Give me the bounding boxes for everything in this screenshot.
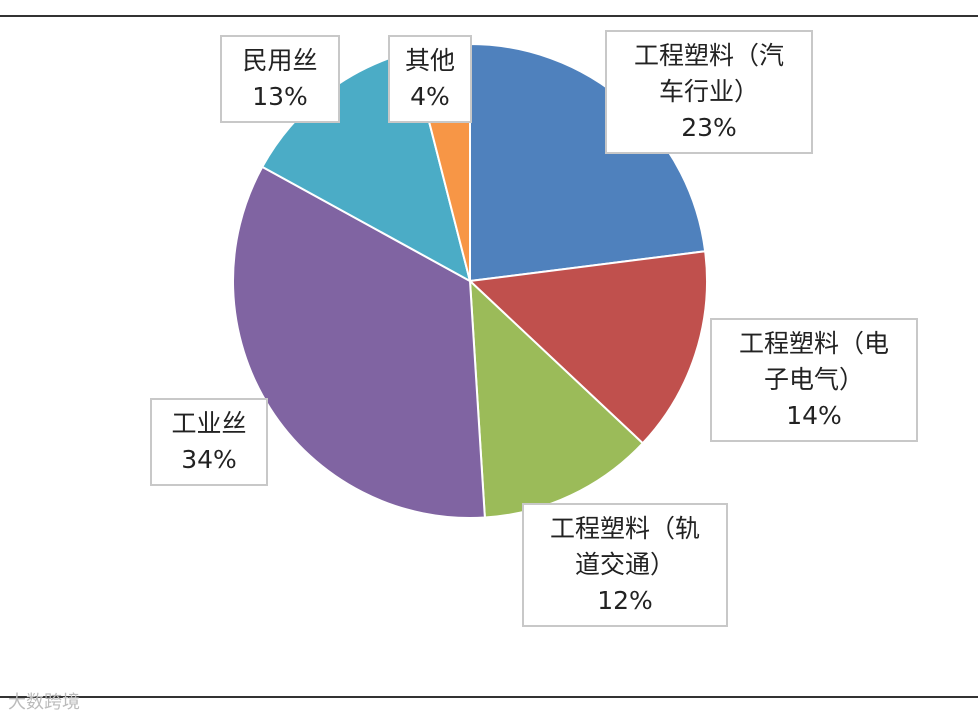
category-label: 工程塑料（轨道交通） (549, 514, 700, 579)
data-label: 其他 4% (388, 35, 472, 123)
data-label: 民用丝 13% (220, 35, 340, 123)
category-label: 工程塑料（电子电气） (738, 329, 889, 394)
value-label: 12% (597, 586, 653, 615)
pie-slice (468, 278, 645, 519)
category-label: 其他 (404, 46, 455, 75)
category-label: 工业丝 (171, 409, 247, 438)
data-label: 工程塑料（电子电气） 14% (710, 318, 918, 442)
data-label: 工程塑料（汽车行业） 23% (605, 30, 813, 154)
category-label: 工程塑料（汽车行业） (633, 41, 784, 106)
data-label: 工业丝 34% (150, 398, 268, 486)
value-label: 34% (181, 445, 237, 474)
pie-slice (467, 250, 708, 445)
data-label: 工程塑料（轨道交通） 12% (522, 503, 728, 627)
watermark: 大数跨境 (8, 692, 80, 713)
value-label: 14% (786, 401, 842, 430)
value-label: 4% (410, 82, 450, 111)
value-label: 23% (681, 113, 737, 142)
value-label: 13% (252, 82, 308, 111)
category-label: 民用丝 (242, 46, 318, 75)
